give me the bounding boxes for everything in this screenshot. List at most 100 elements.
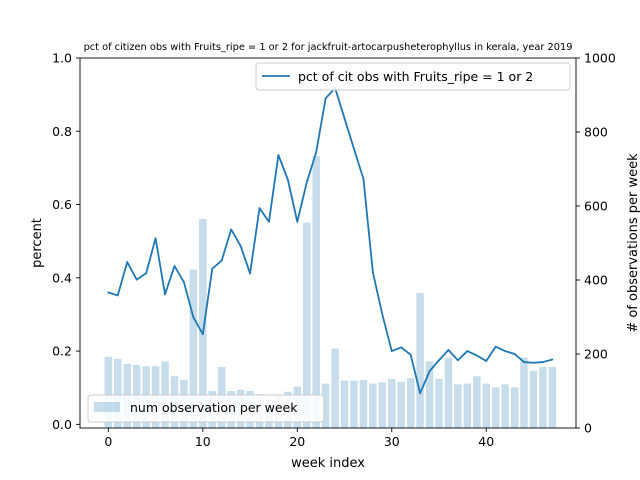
line-point [268,220,270,223]
y-right-tick-label: 400 [584,273,608,288]
line-point [286,178,289,181]
bar [378,382,387,428]
line-point [551,358,554,361]
bar [114,358,122,428]
line-point [305,181,308,184]
line-point [371,271,374,274]
x-axis: 0 10 20 30 40 [104,428,494,449]
bar [350,380,358,428]
legend-line: pct of cit obs with Fruits_ripe = 1 or 2 [255,62,571,91]
bar [189,269,198,428]
y-axis-right-label: # of observations per week [626,153,640,333]
chart-title: pct of citizen obs with Fruits_ripe = 1 … [84,42,573,53]
line-point [390,350,393,352]
line-point [116,294,119,297]
line-point [126,261,129,263]
line-point [353,147,355,150]
line-point [239,245,242,247]
line-point [504,350,507,352]
line-point [362,177,365,180]
bar [454,384,462,428]
line-point [419,392,422,395]
line-point [107,291,110,294]
legend-bar: num observation per week [87,394,325,423]
x-tick-label: 30 [384,434,400,449]
bar [340,380,349,428]
y-axis-left-label: percent [30,218,45,268]
line-point [192,316,195,319]
line-point [438,359,440,362]
bar [529,370,538,428]
line-point [173,265,176,267]
bar [302,222,311,428]
bar [463,383,472,428]
x-axis-label: week index [291,456,365,471]
line-point [145,272,148,275]
bar [359,379,368,428]
bar [312,156,320,429]
bar [416,292,424,428]
line-point [249,272,251,275]
y-right-tick-label: 200 [584,347,608,362]
bar [520,357,528,428]
line-point [164,293,166,296]
legend-line-label: pct of cit obs with Fruits_ripe = 1 or 2 [298,69,533,84]
x-tick-label: 10 [195,434,211,449]
x-tick-label: 20 [289,434,305,449]
line-point [258,207,261,210]
bar [369,383,377,428]
legend-line-box [255,62,571,91]
y-left-tick-label: 0.8 [52,124,72,139]
x-tick-label: 40 [478,434,494,449]
bar [501,384,509,428]
legend-bar-box [87,394,325,423]
bar [104,356,113,428]
bar [491,387,500,428]
line-point [154,237,157,240]
line-point [296,220,299,223]
y-left-tick-label: 0.0 [52,417,72,432]
line-point [475,354,478,357]
line-point [447,349,450,351]
line-point [201,333,204,336]
bar [539,366,547,428]
y-right-tick-label: 800 [584,125,608,140]
y-axis-right: 0 200 400 600 800 1000 [576,51,616,436]
line-point [466,350,469,352]
x-tick-label: 0 [104,434,112,449]
legend-bar-swatch [94,402,120,412]
line-series [107,87,554,395]
y-left-tick-label: 0.4 [52,270,72,285]
line-point [183,281,185,284]
line-point [315,151,318,154]
bar [387,378,396,428]
line-point [409,353,412,356]
bar [199,218,207,428]
line-point [542,361,544,363]
line-point [400,346,403,349]
line-point [494,345,497,348]
y-right-tick-label: 1000 [584,51,616,66]
line-point [428,370,431,373]
bar [425,361,434,428]
line-point [513,353,516,355]
legend-bar-label: num observation per week [130,400,298,415]
line-point [211,267,214,270]
line-point [277,154,280,156]
line-point [485,360,488,362]
y-right-tick-label: 600 [584,199,608,214]
plot-frame [79,57,577,429]
y-left-tick-label: 0.2 [52,344,72,359]
y-axis-left: 0.0 0.2 0.4 0.6 0.8 1.0 [52,51,80,432]
line-point [523,361,525,363]
line-point [457,359,459,362]
y-left-tick-label: 1.0 [52,51,72,66]
line-point [324,97,327,100]
bar [435,378,443,428]
line-point [381,313,384,316]
line-point [343,117,346,120]
bar [473,376,481,428]
bar [548,366,557,428]
bar-series [104,156,557,429]
